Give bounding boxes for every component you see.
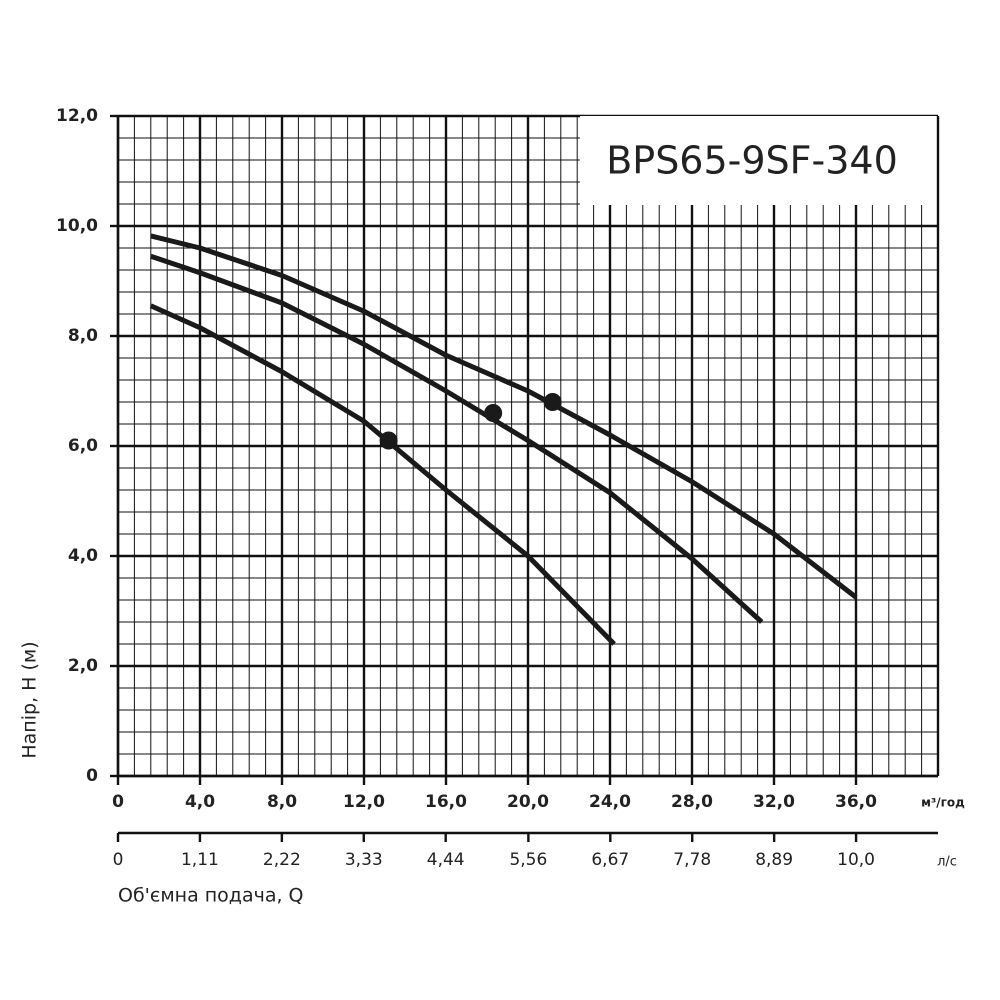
x-tick-label: 8,0	[267, 792, 297, 812]
duty-point	[543, 393, 562, 411]
grid	[116, 114, 938, 778]
x2-tick-label: 3,33	[345, 850, 383, 870]
duty-point	[484, 404, 503, 422]
x-tick-label: 0	[112, 792, 124, 812]
x2-tick-label: 8,89	[755, 850, 793, 870]
y-tick-label: 0	[86, 766, 98, 786]
x2-tick-label: 1,11	[181, 850, 219, 870]
curve	[150, 233, 858, 600]
x2-tick-label: 7,78	[673, 850, 711, 870]
y-tick-label: 2,0	[68, 656, 98, 676]
title-box	[580, 116, 942, 205]
y-tick-label: 10,0	[56, 216, 98, 236]
x-axis-label: Об'ємна подача, Q	[118, 885, 304, 907]
y-tick-label: 6,0	[68, 436, 98, 456]
x2-unit: л/с	[937, 855, 957, 870]
x2-tick-label: 0	[113, 850, 124, 870]
x-tick-label: 20,0	[507, 792, 549, 812]
x-tick-label: 4,0	[185, 792, 215, 812]
x-tick-label: 16,0	[425, 792, 467, 812]
x2-tick-label: 4,44	[427, 850, 465, 870]
x-tick-label: 24,0	[589, 792, 631, 812]
curve	[150, 253, 764, 624]
x-unit: м³/год	[921, 796, 965, 810]
x2-tick-label: 5,56	[509, 850, 547, 870]
chart-title: BPS65-9SF-340	[606, 139, 898, 183]
x-tick-label: 12,0	[343, 792, 385, 812]
x2-tick-label: 10,0	[837, 850, 875, 870]
x-tick-label: 32,0	[753, 792, 795, 812]
y-tick-label: 12,0	[56, 106, 98, 126]
curve	[149, 303, 616, 646]
x2-tick-label: 6,67	[591, 850, 629, 870]
x-tick-label: 28,0	[671, 792, 713, 812]
y-tick-label: 4,0	[68, 546, 98, 566]
x2-tick-label: 2,22	[263, 850, 301, 870]
x-tick-label: 36,0	[835, 792, 877, 812]
y-tick-label: 8,0	[68, 326, 98, 346]
y-axis-label: Напір, H (м)	[19, 641, 41, 758]
duty-point	[379, 431, 398, 450]
